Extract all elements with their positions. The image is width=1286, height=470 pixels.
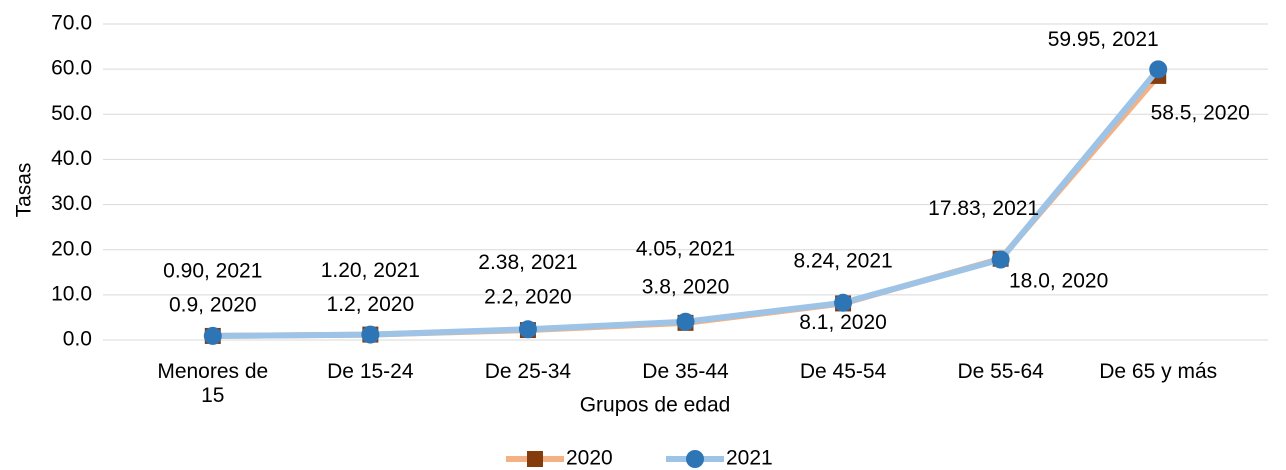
data-label: 2.38, 2021	[478, 251, 577, 274]
data-label: 8.1, 2020	[799, 311, 887, 334]
x-tick-label: De 15-24	[327, 360, 414, 383]
data-label: 17.83, 2021	[928, 197, 1039, 220]
x-tick-label: Menores de 15	[157, 360, 269, 407]
x-tick-label: De 25-34	[484, 360, 572, 383]
legend-label: 2020	[566, 447, 613, 470]
data-label: 1.20, 2021	[321, 259, 420, 282]
marker	[361, 325, 380, 344]
y-tick-label: 0.0	[63, 328, 92, 351]
x-tick-label: De 45-54	[799, 360, 887, 383]
marker	[203, 326, 222, 345]
x-tick-label: De 55-64	[957, 360, 1044, 383]
data-label: 2.2, 2020	[484, 286, 572, 309]
y-tick-label: 10.0	[51, 282, 92, 305]
x-axis-title: Grupos de edad	[580, 394, 731, 417]
data-label: 58.5, 2020	[1151, 101, 1250, 124]
y-tick-label: 20.0	[51, 237, 92, 260]
y-tick-label: 40.0	[51, 147, 92, 170]
marker	[518, 320, 537, 339]
marker	[1149, 60, 1168, 79]
marker	[676, 312, 695, 331]
data-label: 0.9, 2020	[169, 293, 257, 316]
data-label: 3.8, 2020	[642, 275, 730, 298]
data-label: 18.0, 2020	[1009, 269, 1108, 292]
marker	[834, 293, 853, 312]
data-label: 8.24, 2021	[793, 249, 892, 272]
data-label: 1.2, 2020	[327, 293, 415, 316]
data-label: 4.05, 2021	[636, 237, 735, 260]
legend-marker	[686, 450, 704, 468]
y-tick-label: 50.0	[51, 102, 92, 125]
data-label: 59.95, 2021	[1048, 28, 1159, 51]
marker	[991, 250, 1010, 269]
data-label: 0.90, 2021	[163, 259, 262, 282]
legend-marker	[527, 451, 543, 467]
x-tick-label: De 35-44	[642, 360, 729, 383]
y-axis-title: Tasas	[13, 163, 36, 218]
y-tick-label: 70.0	[51, 12, 92, 35]
y-tick-label: 30.0	[51, 192, 92, 215]
y-tick-label: 60.0	[51, 57, 92, 80]
legend-label: 2021	[726, 447, 773, 470]
x-tick-label: De 65 y más	[1099, 360, 1218, 383]
